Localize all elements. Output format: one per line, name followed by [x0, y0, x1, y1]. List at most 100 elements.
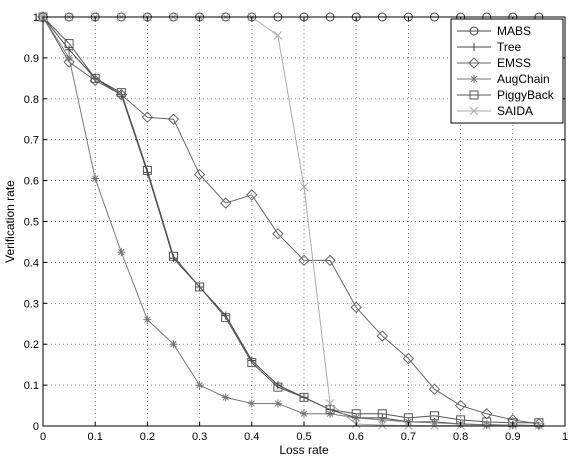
data-point-saida [325, 399, 335, 408]
data-point-saida [299, 182, 309, 192]
data-point-piggyback [64, 39, 74, 49]
data-point-piggyback [195, 282, 205, 292]
data-point-emss [272, 228, 284, 240]
data-point-piggyback [508, 418, 518, 428]
legend-entry-emss: EMSS [457, 56, 531, 70]
y-tick-label: 0.3 [24, 298, 39, 310]
data-point-augchain [430, 418, 439, 427]
data-point-piggyback [90, 73, 100, 83]
data-point-emss [376, 330, 389, 342]
x-tick-label: 0.6 [349, 431, 364, 443]
data-point-emss [402, 352, 415, 365]
y-tick-label: 0.6 [24, 176, 39, 188]
grid [43, 17, 565, 426]
data-point-emss [219, 197, 232, 209]
data-point-emss [480, 408, 493, 420]
legend-entry-augchain: AugChain [457, 72, 550, 86]
data-point-emss [298, 254, 310, 267]
data-point-emss [141, 111, 154, 123]
data-point-augchain [482, 420, 491, 429]
data-point-emss [246, 189, 258, 201]
data-point-piggyback [534, 418, 544, 428]
x-tick-label: 0 [40, 431, 46, 443]
legend-marker [470, 43, 478, 51]
data-point-piggyback [116, 88, 126, 98]
y-tick-label: 0.2 [24, 339, 39, 351]
data-point-piggyback [351, 409, 361, 419]
legend-box [450, 18, 564, 124]
legend-marker [470, 75, 478, 83]
legend-entry-piggyback: PiggyBack [457, 88, 555, 102]
legend-entry-mabs: MABS [457, 24, 531, 38]
data-point-piggyback [325, 405, 335, 415]
x-tick-label: 0.2 [140, 431, 155, 443]
y-axis-title: Verification rate [3, 180, 17, 263]
y-tick-label: 0.1 [24, 380, 39, 392]
data-point-emss [63, 56, 75, 68]
data-point-tree [65, 45, 74, 54]
y-tick-label: 0.8 [24, 94, 39, 106]
data-point-piggyback [273, 382, 283, 392]
series-emss [37, 11, 545, 430]
data-point-emss [324, 254, 336, 267]
data-point-augchain [273, 399, 282, 408]
data-point-augchain [221, 393, 230, 402]
legend: MABS Tree EMSS AugChain PiggyBack SAIDA [450, 18, 564, 124]
data-point-piggyback [169, 251, 178, 261]
legend-label: AugChain [497, 72, 550, 86]
x-tick-label: 0.7 [401, 431, 416, 443]
series-line-emss [42, 16, 539, 425]
x-tick-label: 0.1 [88, 431, 103, 443]
data-point-piggyback [247, 358, 257, 368]
data-point-saida [273, 31, 283, 40]
data-point-emss [115, 89, 128, 101]
x-tick-label: 0.9 [505, 431, 520, 443]
legend-label: MABS [497, 24, 531, 38]
legend-label: SAIDA [497, 104, 533, 118]
data-point-augchain [65, 53, 74, 62]
data-point-piggyback [377, 409, 387, 419]
x-tick-label: 0.5 [296, 431, 311, 443]
legend-entry-tree: Tree [457, 40, 522, 54]
data-point-piggyback [430, 411, 439, 421]
data-point-augchain [169, 340, 178, 349]
legend-label: EMSS [497, 56, 531, 70]
data-point-piggyback [221, 313, 231, 323]
legend-marker [469, 90, 479, 100]
data-point-augchain [143, 315, 152, 324]
legend-marker [469, 106, 479, 116]
data-point-augchain [300, 409, 308, 418]
y-tick-label: 0.7 [24, 135, 39, 147]
y-tick-label: 1 [33, 12, 39, 24]
legend-label: PiggyBack [497, 88, 555, 102]
ticks: 0 0.1 0.2 0.3 0.4 0.5 0.6 0.7 0.8 0.9 1 0 0.1 0.2 0.3 0… [24, 12, 568, 443]
data-point-emss [350, 301, 362, 314]
legend-marker [469, 26, 479, 36]
legend-marker [468, 57, 480, 69]
data-point-emss [428, 383, 441, 395]
data-point-emss [167, 113, 180, 125]
data-point-augchain [247, 399, 256, 408]
data-point-augchain [378, 415, 387, 424]
data-point-piggyback [403, 413, 413, 423]
data-point-augchain [195, 381, 204, 390]
data-point-piggyback [142, 165, 152, 175]
legend-label: Tree [497, 40, 522, 54]
data-point-emss [454, 399, 467, 412]
y-tick-label: 0 [33, 421, 39, 433]
data-point-saida [377, 420, 387, 430]
data-point-piggyback [299, 392, 309, 402]
x-tick-label: 0.3 [192, 431, 207, 443]
data-point-emss [193, 168, 206, 181]
series-piggyback [38, 12, 544, 428]
data-point-augchain [117, 248, 126, 257]
x-axis-title: Loss rate [279, 443, 329, 457]
x-tick-label: 0.8 [453, 431, 468, 443]
x-tick-label: 0.4 [244, 431, 259, 443]
x-tick-label: 1 [562, 431, 568, 443]
y-tick-label: 0.9 [24, 53, 39, 65]
data-point-augchain [91, 174, 100, 183]
legend-entry-saida: SAIDA [457, 104, 533, 118]
y-tick-label: 0.4 [24, 257, 39, 269]
